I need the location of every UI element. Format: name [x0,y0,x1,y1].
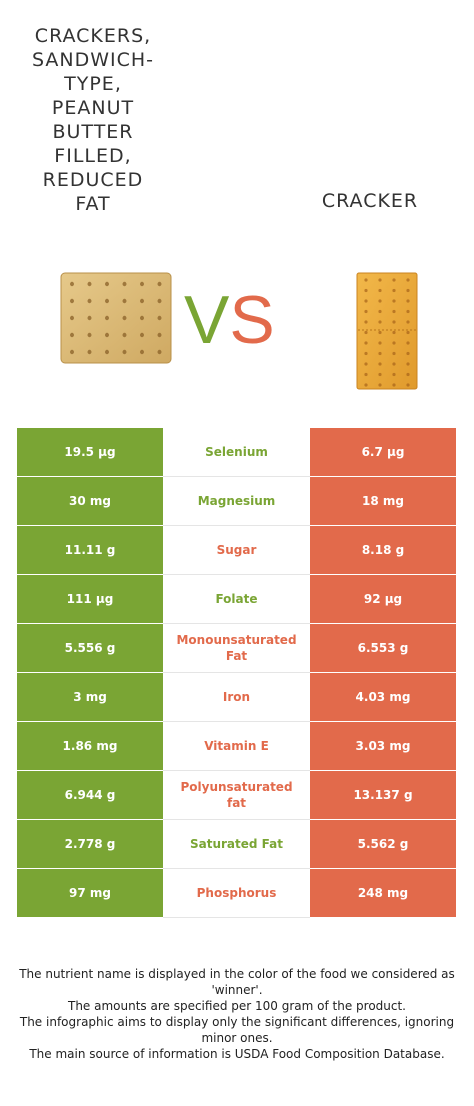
nutrient-name: Folate [163,575,310,624]
left-food-image [60,272,172,364]
left-value: 6.944 g [17,771,163,820]
table-row: 19.5 µg Selenium 6.7 µg [17,428,456,477]
table-row: 30 mg Magnesium 18 mg [17,477,456,526]
nutrient-name: Magnesium [163,477,310,526]
nutrient-name: Monounsaturated Fat [163,624,310,673]
right-value: 8.18 g [310,526,456,575]
footer-line-2: The amounts are specified per 100 gram o… [67,999,406,1013]
vs-v: V [184,282,230,358]
comparison-table: 19.5 µg Selenium 6.7 µg 30 mg Magnesium 18 mg… [17,428,456,918]
table-row: 111 µg Folate 92 µg [17,575,456,624]
right-value: 92 µg [310,575,456,624]
vs-s: S [229,282,275,358]
table-row: 2.778 g Saturated Fat 5.562 g [17,820,456,869]
footer-notes: The nutrient name is displayed in the co… [14,966,460,1062]
footer-line-1: The nutrient name is displayed in the co… [19,967,455,997]
right-value: 6.7 µg [310,428,456,477]
left-value: 11.11 g [17,526,163,575]
nutrient-name: Selenium [163,428,310,477]
right-value: 248 mg [310,869,456,918]
nutrient-name: Phosphorus [163,869,310,918]
right-food-image [356,272,418,390]
table-row: 6.944 g Polyunsaturated fat 13.137 g [17,771,456,820]
right-value: 4.03 mg [310,673,456,722]
footer-line-4: The main source of information is USDA F… [29,1047,445,1061]
right-value: 6.553 g [310,624,456,673]
table-row: 11.11 g Sugar 8.18 g [17,526,456,575]
right-food-title: Cracker [321,190,419,212]
left-value: 5.556 g [17,624,163,673]
left-value: 1.86 mg [17,722,163,771]
table-row: 3 mg Iron 4.03 mg [17,673,456,722]
nutrient-name: Sugar [163,526,310,575]
left-value: 2.778 g [17,820,163,869]
left-value: 3 mg [17,673,163,722]
nutrient-name: Polyunsaturated fat [163,771,310,820]
left-value: 19.5 µg [17,428,163,477]
vs-label: VS [184,280,275,360]
right-value: 5.562 g [310,820,456,869]
nutrient-name: Saturated Fat [163,820,310,869]
right-value: 18 mg [310,477,456,526]
table-row: 1.86 mg Vitamin E 3.03 mg [17,722,456,771]
left-food-title: Crackers, sandwich- type, peanut butter … [31,25,155,215]
footer-line-3: The infographic aims to display only the… [19,1015,455,1045]
left-value: 111 µg [17,575,163,624]
table-row: 5.556 g Monounsaturated Fat 6.553 g [17,624,456,673]
nutrient-name: Vitamin E [163,722,310,771]
table-row: 97 mg Phosphorus 248 mg [17,869,456,918]
left-value: 97 mg [17,869,163,918]
right-value: 13.137 g [310,771,456,820]
right-value: 3.03 mg [310,722,456,771]
nutrient-name: Iron [163,673,310,722]
left-value: 30 mg [17,477,163,526]
